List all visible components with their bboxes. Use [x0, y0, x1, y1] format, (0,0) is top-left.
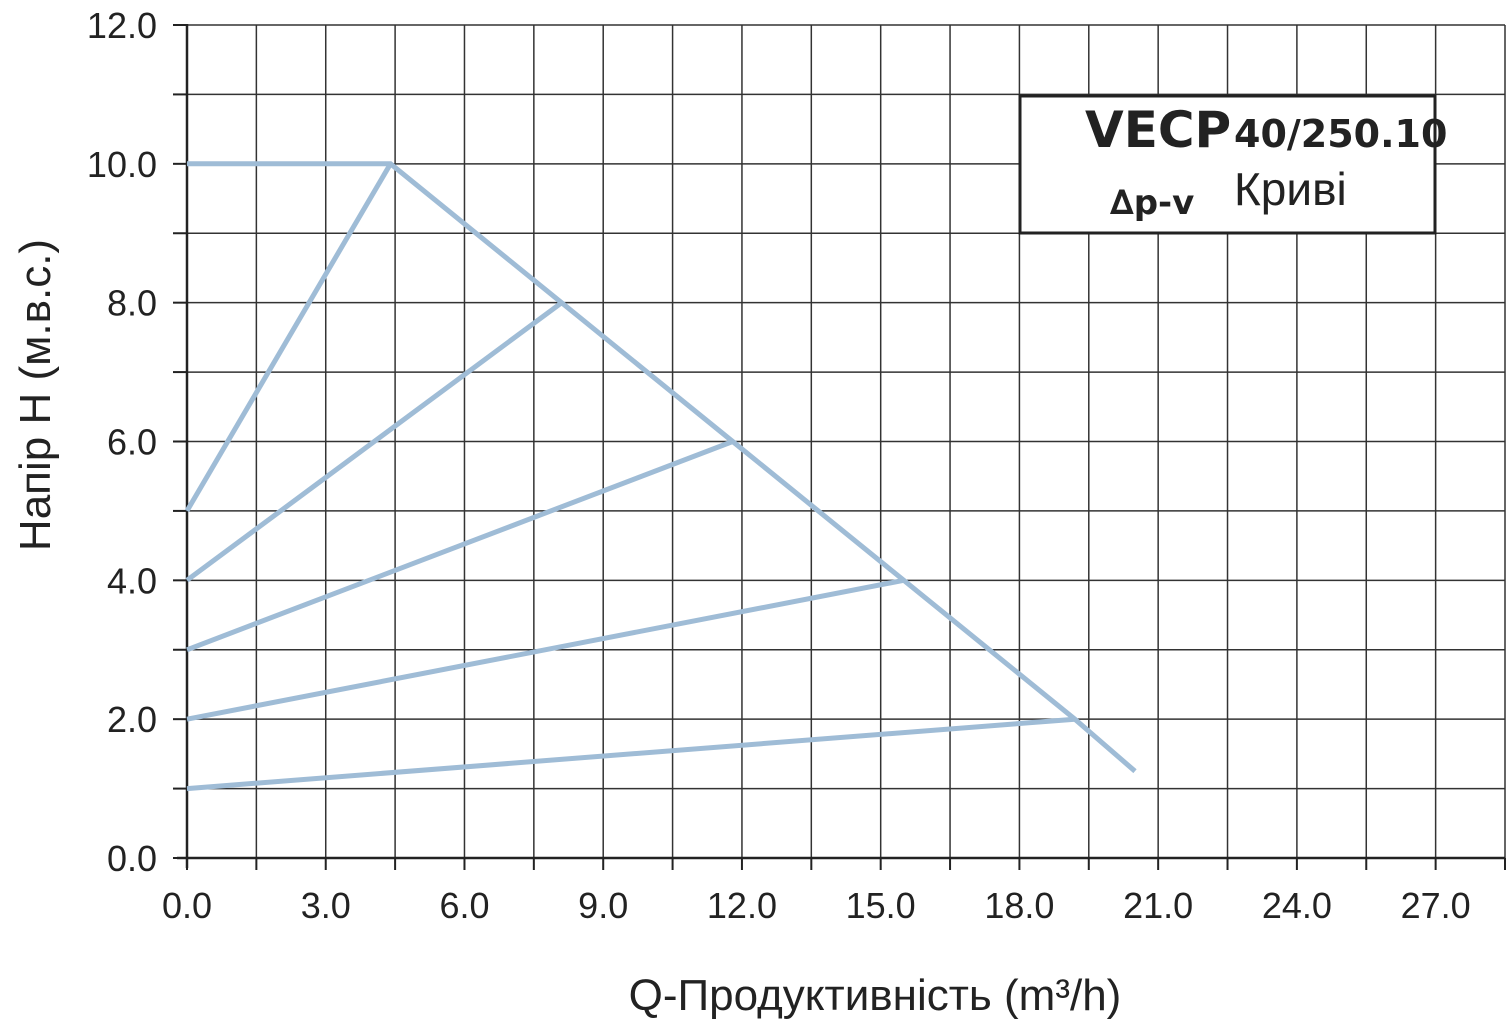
x-tick-label: 12.0	[707, 885, 777, 926]
y-tick-label: 2.0	[107, 699, 157, 740]
legend-size: 40/250.10	[1234, 112, 1447, 156]
y-tick-label: 4.0	[107, 560, 157, 601]
x-tick-label: 6.0	[439, 885, 489, 926]
series-line-6	[187, 161, 1137, 774]
x-tick-label: 15.0	[846, 885, 916, 926]
y-axis-title: Напір H (м.в.с.)	[11, 239, 60, 551]
legend-frame	[1018, 94, 1437, 235]
series-line-3	[186, 439, 734, 653]
x-tick-label: 3.0	[301, 885, 351, 926]
y-tick-label: 12.0	[87, 5, 157, 46]
series-line-4	[186, 577, 905, 722]
series-line-2	[185, 300, 564, 583]
legend-box: VECP 40/250.10 ∆p-v Криві	[1018, 94, 1447, 235]
x-tick-label: 27.0	[1401, 885, 1471, 926]
series-line-5	[186, 716, 1076, 792]
legend-curves-label: Криві	[1234, 163, 1347, 215]
legend-mode: ∆p-v	[1110, 183, 1194, 223]
series-lines	[184, 161, 1137, 792]
y-tick-label: 8.0	[107, 283, 157, 324]
y-tick-label: 6.0	[107, 422, 157, 463]
x-tick-label: 18.0	[984, 885, 1054, 926]
x-tick-label: 21.0	[1123, 885, 1193, 926]
series-line-1	[184, 162, 393, 513]
x-axis-title: Q-Продуктивність (m³/h)	[629, 971, 1122, 1020]
x-tick-label: 0.0	[162, 885, 212, 926]
y-tick-label: 0.0	[107, 838, 157, 879]
x-tick-label: 24.0	[1262, 885, 1332, 926]
x-tick-label: 9.0	[578, 885, 628, 926]
legend-model: VECP	[1085, 101, 1231, 159]
tick-labels: 0.0 2.0 4.0 6.0 8.0 10.0 12.0 0.0 3.0 6.0 9.0 12.0 1…	[87, 5, 1471, 926]
y-tick-label: 10.0	[87, 144, 157, 185]
